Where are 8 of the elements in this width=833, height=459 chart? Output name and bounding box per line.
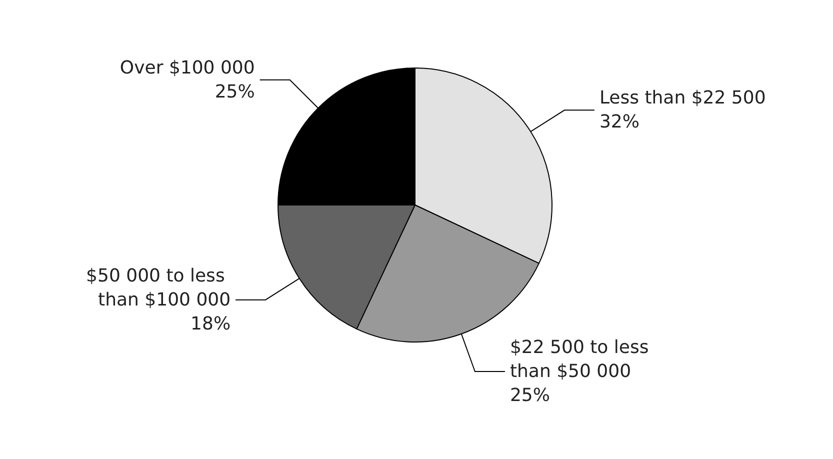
- data-label: 25%: [510, 385, 550, 406]
- data-label: 32%: [599, 112, 640, 133]
- data-label: 18%: [190, 313, 231, 334]
- slice-label: Over $100 000: [120, 57, 255, 78]
- slice-label: $50 000 to less than $100 000: [86, 265, 231, 310]
- slice-label: $22 500 to less than $50 000: [510, 337, 654, 382]
- data-label: 25%: [214, 81, 255, 102]
- slice-label: Less than $22 500: [599, 88, 766, 109]
